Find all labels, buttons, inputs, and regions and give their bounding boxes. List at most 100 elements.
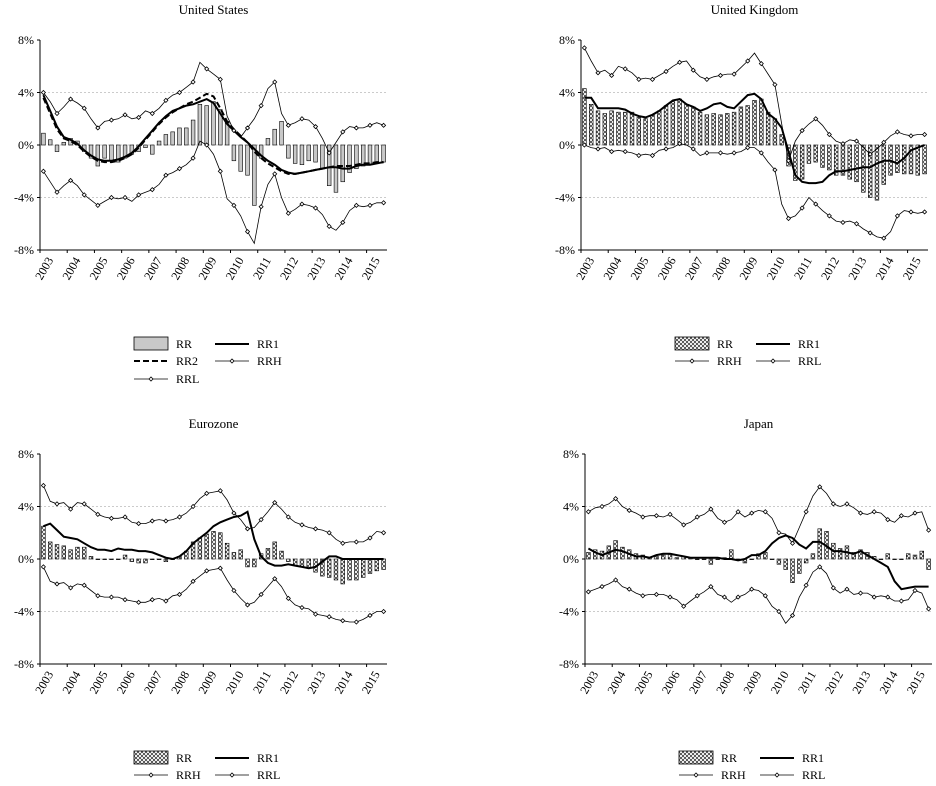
point-rrl [735,594,741,600]
point-rrl [272,576,278,582]
bar-rr [854,144,859,183]
bar-rr [265,548,271,560]
bar-rr [661,554,666,560]
point-rrh [244,125,251,131]
point-rrl [258,591,264,598]
bar-rr [892,558,897,560]
bar-rr [874,144,880,201]
bar-rr [926,558,931,570]
x-tick-label: 2003 [573,255,597,283]
point-rrl [204,142,210,148]
x-tick-label: 2006 [659,669,683,697]
point-rrl [595,146,601,152]
y-tick-label: 8% [18,33,34,47]
point-rrl [231,202,237,208]
point-rrl [613,577,619,583]
bar-rr [109,144,114,162]
bar-rr [772,118,778,146]
point-rrh [585,509,591,515]
bar-rr [82,546,87,560]
x-tick-label: 2004 [59,255,83,283]
series-line-rr2 [42,92,384,175]
point-rrl [912,587,918,594]
bar-rr [793,144,798,181]
x-tick-label: 2007 [141,669,165,697]
legend-item-rrh: RRH [134,768,201,782]
bar-rr [650,114,655,146]
bar-rr [895,144,900,173]
series-line-rrh [43,485,384,544]
series-line-rrl [588,566,929,624]
point-rrh [190,79,196,85]
panel-eurozone: Eurozone 8% 4% 0% -4% -8%2003 2004 2005 2006 2007… [14,416,387,782]
bar-rr [218,109,223,146]
point-rrh [667,511,673,517]
point-rrl [285,210,291,216]
point-rrh [653,513,660,519]
y-tick-label: -8% [14,657,34,671]
x-tick-label: 2011 [795,669,819,696]
x-tick-label: 2014 [331,255,355,283]
point-rrh [54,110,60,117]
point-rrl [585,589,591,595]
y-tick-label: -8% [14,243,34,257]
point-rrl [163,172,169,178]
x-tick-label: 2003 [577,669,601,697]
point-rrl [885,594,891,600]
legend-label: RR1 [257,751,279,765]
x-tick-label: 2009 [195,669,219,697]
point-rrh [136,114,142,121]
bar-rr [609,110,614,146]
point-rrl [54,189,60,195]
point-rrl [204,568,210,574]
legend-label: RR [721,751,737,765]
x-tick-label: 2010 [223,255,247,283]
point-rrh [381,530,387,536]
point-rrl [731,150,737,156]
y-tick-label: -4% [555,191,575,205]
legend-label: RRH [176,768,201,782]
point-rrl [840,219,846,226]
bar-rr [48,541,53,560]
bar-rr [783,558,788,570]
bar-rr [163,558,169,562]
bar-rr [54,544,60,560]
bar-rr [286,558,291,562]
bar-rr [61,142,66,146]
point-rrh [81,501,87,507]
legend-swatch [674,336,710,351]
point-rrh [149,110,155,117]
bar-rr [701,558,707,560]
bar-rr [211,531,216,560]
point-rrl [908,209,914,215]
bar-rr [361,144,366,167]
bar-rr [623,111,628,146]
point-rrh [285,514,291,520]
point-rrl [312,205,319,211]
bar-rr [190,119,196,146]
bar-rr [756,553,761,560]
point-rrl [609,148,615,155]
x-tick-label: 2011 [791,255,815,282]
point-rrh [772,82,778,88]
point-rrh [677,59,683,65]
bar-rr [156,140,162,146]
legend-label: RR [176,751,192,765]
point-rrh [367,535,373,541]
legend-marker [148,772,154,778]
point-rrh [881,139,887,145]
point-rrl [299,604,305,611]
point-rrh [922,131,928,138]
bar-rr [908,144,914,175]
point-rrh [595,70,601,76]
point-rrl [176,591,183,598]
point-rrl [367,612,373,619]
bar-rr [95,558,101,560]
x-tick-label: 2013 [845,255,869,283]
point-rrh [581,45,587,51]
y-tick-label: 4% [563,500,579,514]
point-rrl [817,564,823,570]
bar-rr [704,114,710,146]
y-tick-label: 0% [18,552,34,566]
chart-title: United Kingdom [711,2,799,17]
